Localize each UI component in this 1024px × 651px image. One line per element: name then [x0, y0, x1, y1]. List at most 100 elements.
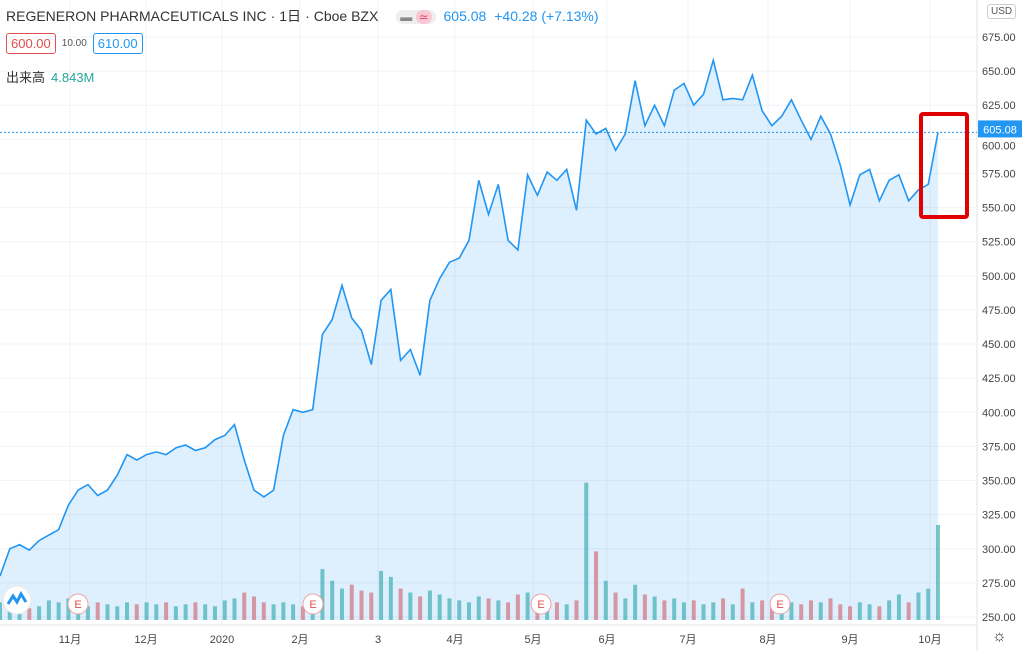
- x-tick-label: 3: [375, 634, 381, 646]
- earnings-marker-label: E: [537, 599, 544, 611]
- earnings-marker-label: E: [309, 599, 316, 611]
- volume-bar: [46, 600, 51, 620]
- volume-bar: [408, 592, 413, 620]
- y-tick-label: 325.00: [982, 510, 1016, 522]
- chart-header: REGENERON PHARMACEUTICALS INC · 1日 · Cboe BZ…: [6, 6, 603, 26]
- volume-bar: [339, 588, 344, 620]
- volume-bar: [584, 482, 589, 620]
- volume-bar: [564, 604, 569, 620]
- volume-bar: [486, 598, 491, 620]
- volume-bar: [750, 602, 755, 620]
- bid-button[interactable]: 600.00: [6, 33, 56, 54]
- symbol-name[interactable]: REGENERON PHARMACEUTICALS INC: [6, 8, 267, 24]
- x-tick-label: 4月: [446, 634, 463, 646]
- y-tick-label: 300.00: [982, 544, 1016, 556]
- y-tick-label: 625.00: [982, 100, 1016, 112]
- price-area-fill: [0, 60, 938, 620]
- volume-bar: [125, 602, 130, 620]
- grid: [0, 0, 978, 651]
- volume-bar: [642, 594, 647, 620]
- y-tick-label: 600.00: [982, 140, 1016, 152]
- logo-icon[interactable]: [2, 585, 32, 615]
- volume-bar: [506, 602, 511, 620]
- volume-bar: [193, 602, 198, 620]
- volume-bar: [808, 600, 813, 620]
- volume-bar: [379, 570, 384, 620]
- volume-bar: [867, 604, 872, 620]
- currency-label[interactable]: USD: [987, 4, 1017, 19]
- volume-bar: [37, 606, 42, 620]
- volume-bar: [427, 590, 432, 620]
- y-tick-label: 375.00: [982, 441, 1016, 453]
- volume-bar: [554, 602, 559, 620]
- volume-bar: [56, 602, 61, 620]
- volume-bar: [760, 600, 765, 620]
- volume-bar: [818, 602, 823, 620]
- volume-bar: [7, 606, 12, 620]
- x-tick-label: 2020: [210, 634, 234, 646]
- earnings-marker[interactable]: E: [302, 593, 324, 615]
- y-tick-label: 275.00: [982, 578, 1016, 590]
- separator: ·: [270, 8, 276, 24]
- volume-bar: [242, 592, 247, 620]
- interval[interactable]: 1日: [279, 8, 302, 24]
- volume-bar: [496, 600, 501, 620]
- volume-bar: [398, 588, 403, 620]
- y-tick-label: 650.00: [982, 66, 1016, 78]
- volume-bar: [681, 602, 686, 620]
- volume-bar: [164, 602, 169, 620]
- bid-ask-row: 600.00 10.00 610.00: [6, 33, 143, 54]
- volume-bar: [418, 596, 423, 620]
- volume-bar: [271, 604, 276, 620]
- volume-bar: [730, 604, 735, 620]
- x-tick-label: 7月: [679, 634, 696, 646]
- volume-bar: [144, 602, 149, 620]
- volume-bar: [291, 604, 296, 620]
- y-tick-label: 450.00: [982, 339, 1016, 351]
- x-tick-label: 10月: [918, 634, 941, 646]
- last-price-badge: 605.08: [978, 120, 1022, 138]
- x-axis[interactable]: 11月 12月 2020 2月 3 4月 5月 6月 7月 8月 9月 10月: [59, 634, 942, 646]
- volume-bar: [457, 600, 462, 620]
- volume-bar: [877, 606, 882, 620]
- volume-bar: [662, 600, 667, 620]
- earnings-marker[interactable]: E: [67, 593, 89, 615]
- volume-bar: [711, 602, 716, 620]
- volume-label: 出来高: [6, 70, 46, 85]
- highlight-box: [919, 112, 969, 219]
- earnings-marker[interactable]: E: [530, 593, 552, 615]
- y-tick-label: 525.00: [982, 237, 1016, 249]
- volume-bar: [212, 606, 217, 620]
- volume-bar: [447, 598, 452, 620]
- volume-bar: [623, 598, 628, 620]
- volume-bar: [173, 606, 178, 620]
- volume-bar: [672, 598, 677, 620]
- volume-bar: [261, 602, 266, 620]
- ask-button[interactable]: 610.00: [92, 33, 143, 54]
- y-tick-label: 675.00: [982, 32, 1016, 44]
- settings-gear-icon[interactable]: ☼: [992, 628, 1007, 645]
- volume-bar: [691, 600, 696, 620]
- volume-value: 4.843M: [51, 70, 95, 85]
- volume-bar: [789, 602, 794, 620]
- chart-style-toggle[interactable]: ▬ ≃: [396, 10, 436, 24]
- earnings-marker-label: E: [74, 599, 81, 611]
- volume-bar: [828, 598, 833, 620]
- volume-bar: [515, 594, 520, 620]
- x-tick-label: 12月: [134, 634, 157, 646]
- volume-bar: [27, 608, 32, 620]
- volume-bar: [134, 604, 139, 620]
- volume-bar: [437, 594, 442, 620]
- y-axis[interactable]: 675.00 650.00 625.00 600.00 575.00 550.00 525.…: [982, 32, 1016, 624]
- volume-bar: [603, 580, 608, 620]
- x-tick-label: 8月: [759, 634, 776, 646]
- volume-bar: [594, 551, 599, 620]
- volume-bar: [906, 602, 911, 620]
- earnings-marker[interactable]: E: [769, 593, 791, 615]
- volume-bar: [916, 592, 921, 620]
- x-tick-label: 6月: [598, 634, 615, 646]
- volume-bar: [769, 604, 774, 620]
- wave-icon: ≃: [415, 10, 432, 24]
